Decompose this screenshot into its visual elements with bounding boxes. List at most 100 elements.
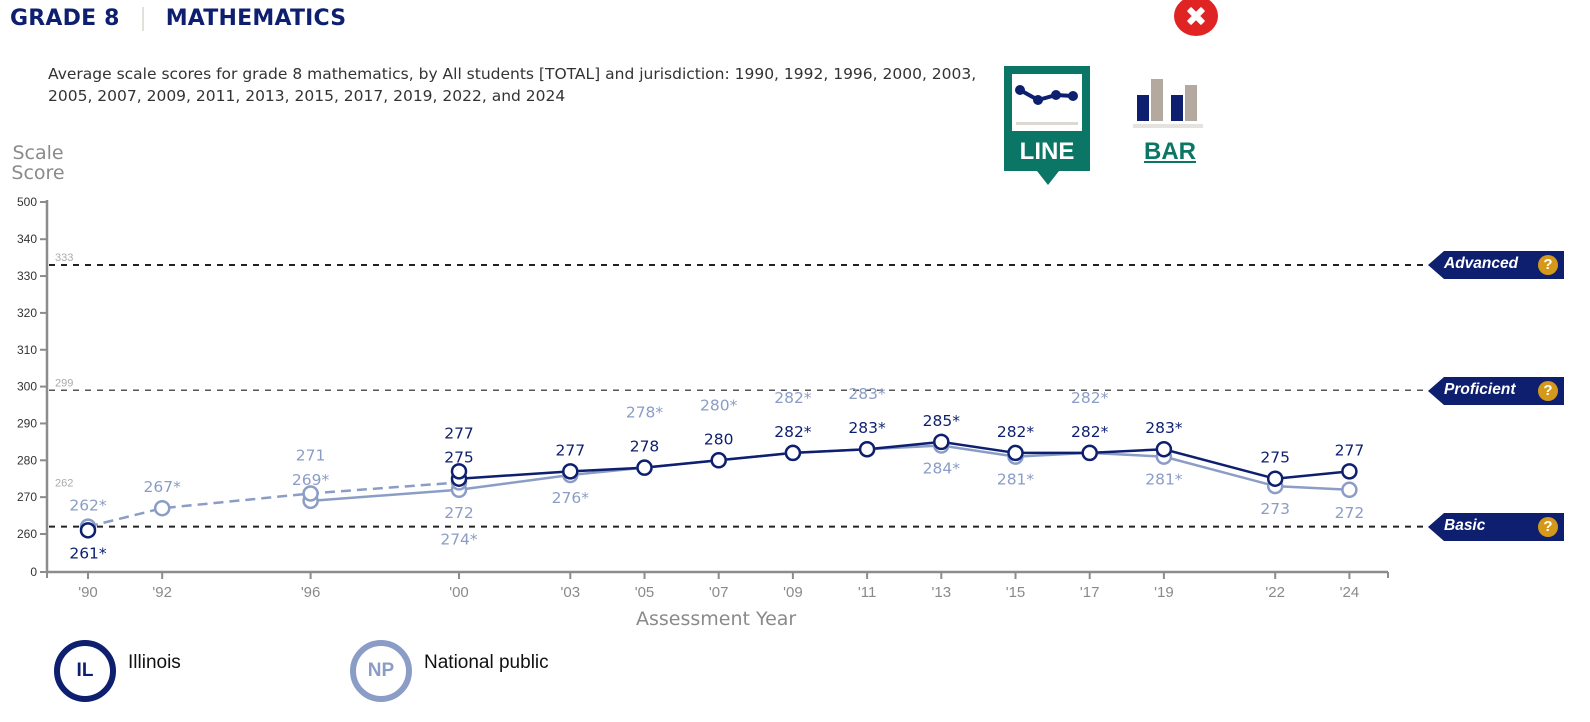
proficient-label: Proficient (1444, 381, 1516, 398)
y-tick-label: 280 (17, 453, 37, 467)
basic-label: Basic (1444, 517, 1486, 534)
x-tick-label: '22 (1265, 584, 1285, 601)
series-line (87, 481, 460, 528)
x-tick-label: '17 (1080, 584, 1100, 601)
x-tick-label: '07 (709, 584, 729, 601)
data-point (450, 463, 468, 480)
line-chart-tab[interactable]: LINE (1004, 66, 1090, 185)
data-label: 277 (1335, 441, 1365, 459)
data-label: 277 (556, 441, 586, 459)
data-point (1266, 470, 1284, 487)
data-label: 282* (1071, 389, 1109, 407)
line-chart: 0 260 270 280 290 300 310 320 330 340 500 '90 '92 '96… (17, 195, 1424, 601)
advanced-level-flag[interactable]: Advanced ? (1428, 251, 1564, 279)
data-label: 272 (444, 504, 474, 522)
y-tick-label: 500 (17, 195, 37, 209)
selected-pointer (1037, 171, 1059, 185)
data-label: 267* (144, 478, 182, 496)
data-label: 284* (923, 460, 961, 478)
data-label: 278* (626, 404, 664, 422)
data-label: 269* (292, 471, 330, 489)
cut-score-label: 299 (55, 377, 73, 389)
data-label: 282* (774, 423, 812, 441)
data-label: 274* (440, 530, 478, 548)
data-point (1341, 481, 1358, 499)
x-tick-label: '15 (1006, 584, 1026, 601)
cut-score-label: 262 (55, 478, 73, 490)
data-label: 275 (1260, 449, 1290, 467)
data-point (1081, 444, 1098, 462)
data-point (1007, 444, 1024, 462)
data-label: 271 (296, 446, 326, 464)
x-tick-label: '11 (858, 584, 876, 601)
series-line (458, 440, 1350, 480)
line-chart-icon (1012, 74, 1082, 131)
data-label: 283* (1145, 419, 1183, 437)
y-tick-label: 300 (17, 380, 37, 394)
data-label: 275 (444, 449, 474, 467)
data-label: 280 (704, 430, 734, 448)
y-tick-label: 340 (17, 232, 37, 246)
proficient-level-flag[interactable]: Proficient ? (1428, 377, 1564, 405)
data-point (153, 499, 171, 517)
x-tick-label: '96 (301, 584, 321, 601)
data-label: 281* (997, 471, 1035, 489)
y-axis-title: Scale Score (11, 142, 65, 184)
data-label: 278 (630, 438, 660, 456)
x-tick-label: '05 (635, 584, 655, 601)
national-public-legend-marker: NP (350, 640, 412, 702)
header-divider (141, 7, 144, 31)
data-point (933, 433, 950, 451)
data-label: 282* (997, 423, 1035, 441)
chart-description: Average scale scores for grade 8 mathema… (48, 65, 977, 105)
help-icon[interactable]: ? (1538, 517, 1558, 537)
page-header: GRADE 8 MATHEMATICS (10, 6, 346, 31)
flag-arrow (1428, 251, 1444, 279)
close-button[interactable] (1174, 0, 1218, 36)
data-label: 282* (1071, 423, 1109, 441)
x-axis-title: Assessment Year (636, 608, 797, 630)
data-label: 277 (444, 424, 474, 442)
x-tick-label: '09 (783, 584, 803, 601)
data-point (79, 522, 97, 539)
help-icon[interactable]: ? (1538, 255, 1558, 275)
data-point (784, 444, 802, 462)
x-tick-label: '19 (1154, 584, 1174, 601)
illinois-legend-label: Illinois (128, 652, 181, 673)
data-point (302, 485, 319, 502)
x-tick-label: '03 (561, 584, 581, 601)
grade-title: GRADE 8 (10, 6, 120, 31)
y-tick-label: 330 (17, 269, 37, 283)
y-tick-label: 290 (17, 416, 37, 430)
data-label: 282* (774, 389, 812, 407)
data-label: 262* (69, 497, 107, 515)
flag-arrow (1428, 513, 1444, 541)
illinois-legend-marker: IL (54, 640, 116, 702)
bar-tab-label: BAR (1144, 138, 1196, 165)
data-label: 283* (848, 419, 886, 437)
subject-title: MATHEMATICS (165, 6, 347, 31)
cut-score-label: 333 (55, 252, 73, 264)
data-point (1155, 440, 1173, 458)
national-public-legend-label: National public (424, 652, 549, 673)
y-tick-label: 260 (17, 527, 37, 541)
data-label: 261* (69, 544, 107, 562)
basic-level-flag[interactable]: Basic ? (1428, 513, 1564, 541)
data-label: 285* (923, 412, 961, 430)
x-tick-label: '00 (449, 584, 469, 601)
bar-chart-icon (1133, 79, 1203, 128)
data-label: 273 (1260, 500, 1290, 518)
x-tick-label: '24 (1340, 584, 1360, 601)
y-tick-label: 310 (17, 343, 37, 357)
advanced-label: Advanced (1444, 255, 1519, 272)
bar-chart-tab[interactable]: BAR (1128, 70, 1212, 170)
data-label: 283* (848, 385, 886, 403)
data-point (710, 452, 727, 469)
line-tab-label: LINE (1019, 138, 1075, 165)
help-icon[interactable]: ? (1538, 381, 1558, 401)
x-tick-label: '13 (932, 584, 952, 601)
data-point (1341, 463, 1358, 480)
data-point (636, 459, 653, 476)
y-tick-label: 320 (17, 306, 37, 320)
y-tick-label: 0 (30, 565, 37, 579)
